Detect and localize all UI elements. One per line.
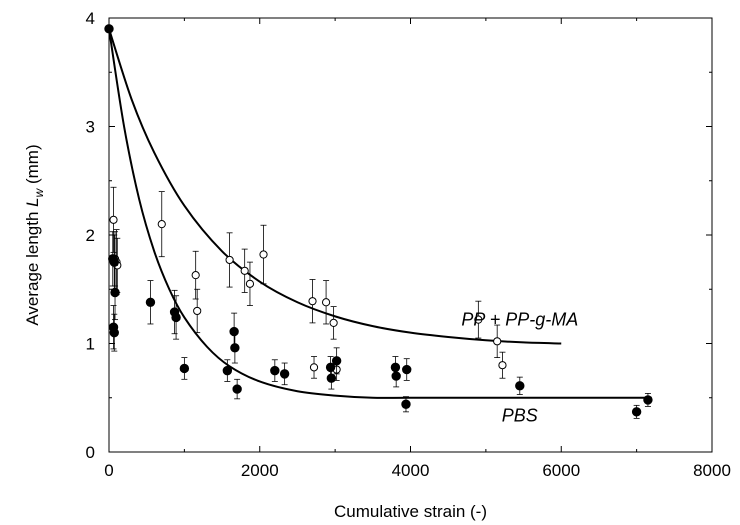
plot-frame <box>108 17 713 453</box>
data-point-pp <box>225 255 234 265</box>
data-point-pp <box>240 266 249 275</box>
data-point-pp <box>321 298 331 307</box>
data-point-pbs <box>391 371 401 381</box>
y-tick-label: 4 <box>86 9 95 28</box>
x-tick-label: 6000 <box>542 461 580 480</box>
y-axis-label-sub: w <box>32 187 46 197</box>
fit-curves <box>108 28 652 399</box>
labels: Cumulative strain (-) Average length Lw … <box>23 144 578 521</box>
data-point-pbs <box>145 297 156 307</box>
y-axis-label: Average length Lw (mm) <box>23 144 46 325</box>
data-point-pbs <box>631 407 642 417</box>
x-axis-label: Cumulative strain (-) <box>334 502 487 521</box>
data-point-pbs <box>270 365 280 376</box>
fit-curve-0 <box>108 28 562 345</box>
data-point-pp <box>193 306 202 316</box>
x-tick-label: 8000 <box>693 461 731 480</box>
data-point-pbs <box>110 287 120 298</box>
y-tick-label: 1 <box>86 335 95 354</box>
data-point-pp <box>493 337 502 346</box>
data-point-pbs <box>230 343 240 353</box>
data-point-pbs <box>222 365 233 376</box>
data-point-pp <box>474 315 483 324</box>
data-point-pp <box>191 271 200 280</box>
axes: 0 2000 4000 6000 8000 0 1 2 3 4 <box>86 9 731 480</box>
data-point-pp <box>245 279 255 288</box>
y-axis-label-var: L <box>23 197 42 206</box>
data-point-pp <box>309 363 319 372</box>
data-point-pbs <box>279 369 290 379</box>
fit-curve-1 <box>108 28 652 399</box>
data-point-pbs <box>331 356 342 366</box>
data-point-pbs <box>229 326 239 337</box>
data-point-pp <box>329 318 338 327</box>
data-point-pbs <box>515 381 525 391</box>
data-point-pp <box>259 250 268 259</box>
data-point-pbs <box>104 24 114 34</box>
data-point-pbs <box>171 312 181 323</box>
data-point-pbs <box>109 327 119 338</box>
series-label-pp: PP + PP-g-MA <box>461 310 578 330</box>
x-tick-label: 4000 <box>392 461 430 480</box>
data-points <box>104 24 653 419</box>
data-point-pp <box>498 361 507 370</box>
y-axis-label-unit: (mm) <box>23 144 42 188</box>
data-point-pp <box>109 215 118 224</box>
x-tick-label: 2000 <box>241 461 279 480</box>
y-tick-label: 3 <box>86 118 95 137</box>
data-point-pp <box>157 220 166 229</box>
data-point-pbs <box>326 373 337 383</box>
y-tick-label: 2 <box>86 226 95 245</box>
series-label-pbs: PBS <box>502 406 538 426</box>
y-tick-label: 0 <box>86 443 95 462</box>
data-point-pbs <box>402 364 412 375</box>
data-point-pbs <box>232 384 242 394</box>
data-point-pbs <box>401 399 411 409</box>
data-point-pbs <box>643 395 653 405</box>
x-tick-label: 0 <box>104 461 113 480</box>
data-point-pbs <box>179 363 190 374</box>
data-point-pp <box>308 297 317 306</box>
data-point-pbs <box>109 257 119 267</box>
data-point-pbs <box>390 362 401 373</box>
y-axis-label-main: Average length <box>23 207 42 326</box>
